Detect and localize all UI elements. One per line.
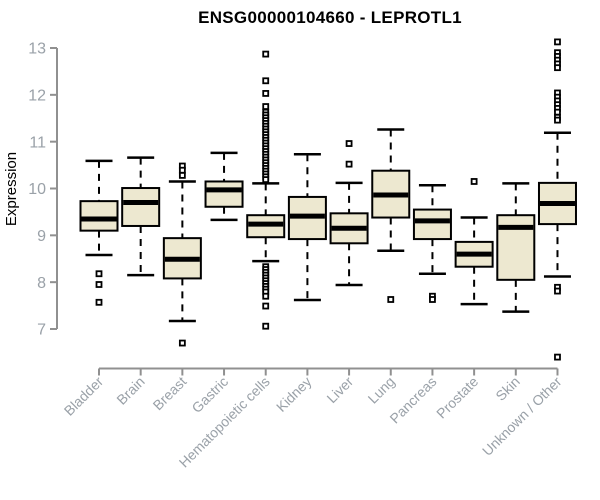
outlier-point bbox=[554, 38, 561, 46]
outlier-point bbox=[178, 166, 186, 174]
outlier-point bbox=[262, 322, 270, 330]
boxplot-bladder bbox=[79, 159, 119, 306]
boxplot-lung bbox=[371, 128, 411, 303]
y-axis-label: Expression bbox=[3, 152, 20, 226]
outlier-point bbox=[262, 176, 270, 184]
x-tick-label-prostate: Prostate bbox=[433, 373, 481, 421]
box bbox=[79, 200, 119, 232]
y-tick-label: 8 bbox=[37, 275, 46, 292]
outlier-point bbox=[262, 77, 270, 85]
y-tick-label: 11 bbox=[29, 134, 46, 151]
outlier-point bbox=[262, 302, 270, 310]
outlier-point bbox=[262, 90, 270, 97]
outlier-point bbox=[470, 178, 478, 185]
x-tick-label-unknown-other: Unknown / Other bbox=[479, 373, 565, 459]
outlier-point bbox=[95, 298, 103, 306]
boxplot-breast bbox=[162, 162, 202, 347]
outlier-point bbox=[95, 281, 103, 288]
outlier-point bbox=[387, 296, 395, 303]
box bbox=[412, 208, 452, 241]
outlier-point bbox=[178, 339, 186, 347]
boxplot-prostate bbox=[454, 178, 494, 306]
boxplot-unknown-other bbox=[537, 38, 577, 361]
outlier-point bbox=[554, 287, 561, 295]
x-tick-label-bladder: Bladder bbox=[61, 373, 107, 419]
x-tick-label-liver: Liver bbox=[323, 373, 356, 406]
outlier-point bbox=[262, 50, 270, 58]
y-tick-label: 9 bbox=[37, 228, 46, 245]
boxplot-kidney bbox=[287, 153, 327, 302]
boxplot-liver bbox=[329, 140, 369, 287]
x-tick-label-breast: Breast bbox=[150, 373, 190, 413]
outlier-point bbox=[554, 64, 561, 72]
boxplots bbox=[79, 38, 577, 361]
outlier-point bbox=[554, 116, 561, 124]
box bbox=[121, 187, 161, 227]
outlier-point bbox=[429, 296, 436, 303]
boxplot-hematopoietic-cells bbox=[246, 50, 286, 330]
outlier-point bbox=[345, 140, 353, 147]
boxplot-gastric bbox=[204, 151, 244, 222]
outlier-point bbox=[554, 108, 561, 116]
boxplot-skin bbox=[496, 182, 536, 313]
y-tick-label: 12 bbox=[28, 87, 46, 104]
x-tick-label-lung: Lung bbox=[365, 373, 398, 406]
y-tick-label: 13 bbox=[28, 41, 46, 58]
outlier-point bbox=[178, 171, 186, 179]
outlier-point bbox=[345, 160, 353, 168]
outlier-point bbox=[262, 103, 270, 110]
outlier-point bbox=[262, 292, 270, 300]
box bbox=[204, 180, 244, 208]
x-tick-label-skin: Skin bbox=[492, 373, 523, 404]
y-tick-label: 7 bbox=[37, 322, 46, 339]
boxplot-brain bbox=[121, 156, 161, 277]
boxplot-pancreas bbox=[412, 183, 452, 303]
y-axis: 7 8 9 10 11 12 13 bbox=[28, 41, 58, 339]
x-tick-label-kidney: Kidney bbox=[273, 373, 315, 415]
y-tick-label: 10 bbox=[28, 181, 46, 198]
chart-title: ENSG00000104660 - LEPROTL1 bbox=[198, 8, 462, 27]
x-tick-label-brain: Brain bbox=[113, 373, 147, 407]
outlier-point bbox=[554, 353, 561, 361]
outlier-point bbox=[95, 270, 103, 278]
